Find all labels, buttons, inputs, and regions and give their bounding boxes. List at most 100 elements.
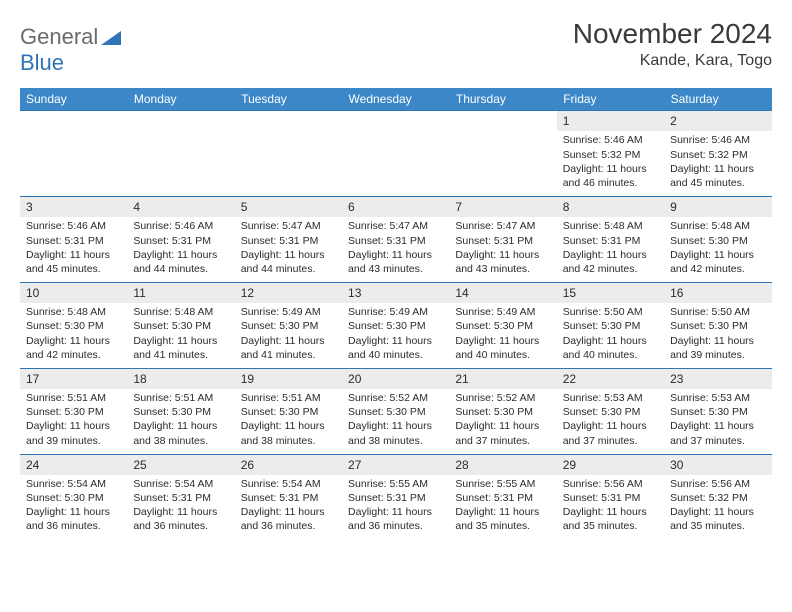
day-content-cell: Sunrise: 5:53 AMSunset: 5:30 PMDaylight:… bbox=[557, 389, 664, 454]
day-content-cell: Sunrise: 5:46 AMSunset: 5:32 PMDaylight:… bbox=[664, 131, 771, 196]
sunrise-text: Sunrise: 5:52 AM bbox=[455, 391, 550, 405]
day-content-cell: Sunrise: 5:48 AMSunset: 5:30 PMDaylight:… bbox=[664, 217, 771, 282]
day-number-cell: 14 bbox=[449, 283, 556, 304]
day-header: Sunday bbox=[20, 88, 127, 111]
day-content-cell: Sunrise: 5:51 AMSunset: 5:30 PMDaylight:… bbox=[127, 389, 234, 454]
daylight-text: Daylight: 11 hours and 40 minutes. bbox=[455, 334, 550, 362]
sunset-text: Sunset: 5:30 PM bbox=[26, 491, 121, 505]
week-content-row: Sunrise: 5:46 AMSunset: 5:32 PMDaylight:… bbox=[20, 131, 772, 196]
daylight-text: Daylight: 11 hours and 43 minutes. bbox=[455, 248, 550, 276]
week-content-row: Sunrise: 5:51 AMSunset: 5:30 PMDaylight:… bbox=[20, 389, 772, 454]
sunrise-text: Sunrise: 5:51 AM bbox=[26, 391, 121, 405]
sunset-text: Sunset: 5:30 PM bbox=[348, 319, 443, 333]
daylight-text: Daylight: 11 hours and 37 minutes. bbox=[670, 419, 765, 447]
sunrise-text: Sunrise: 5:49 AM bbox=[455, 305, 550, 319]
day-number-cell: 25 bbox=[127, 454, 234, 475]
day-content-cell bbox=[342, 131, 449, 196]
day-content-cell: Sunrise: 5:51 AMSunset: 5:30 PMDaylight:… bbox=[235, 389, 342, 454]
day-number-cell: 24 bbox=[20, 454, 127, 475]
day-content-cell bbox=[127, 131, 234, 196]
day-number-cell: 3 bbox=[20, 197, 127, 218]
day-number-cell: 22 bbox=[557, 368, 664, 389]
sunrise-text: Sunrise: 5:56 AM bbox=[670, 477, 765, 491]
day-header: Thursday bbox=[449, 88, 556, 111]
daylight-text: Daylight: 11 hours and 41 minutes. bbox=[241, 334, 336, 362]
day-content-cell: Sunrise: 5:51 AMSunset: 5:30 PMDaylight:… bbox=[20, 389, 127, 454]
logo-word1: General bbox=[20, 24, 98, 49]
sunrise-text: Sunrise: 5:49 AM bbox=[241, 305, 336, 319]
day-number-cell: 29 bbox=[557, 454, 664, 475]
daylight-text: Daylight: 11 hours and 37 minutes. bbox=[455, 419, 550, 447]
sunset-text: Sunset: 5:30 PM bbox=[26, 405, 121, 419]
day-number-cell: 6 bbox=[342, 197, 449, 218]
daylight-text: Daylight: 11 hours and 41 minutes. bbox=[133, 334, 228, 362]
day-number-cell: 17 bbox=[20, 368, 127, 389]
sunrise-text: Sunrise: 5:47 AM bbox=[455, 219, 550, 233]
sunrise-text: Sunrise: 5:51 AM bbox=[133, 391, 228, 405]
day-number-cell: 7 bbox=[449, 197, 556, 218]
sunset-text: Sunset: 5:30 PM bbox=[241, 319, 336, 333]
week-content-row: Sunrise: 5:48 AMSunset: 5:30 PMDaylight:… bbox=[20, 303, 772, 368]
daylight-text: Daylight: 11 hours and 38 minutes. bbox=[241, 419, 336, 447]
daylight-text: Daylight: 11 hours and 38 minutes. bbox=[348, 419, 443, 447]
day-content-cell: Sunrise: 5:48 AMSunset: 5:30 PMDaylight:… bbox=[20, 303, 127, 368]
day-content-cell: Sunrise: 5:49 AMSunset: 5:30 PMDaylight:… bbox=[342, 303, 449, 368]
day-number-cell: 11 bbox=[127, 283, 234, 304]
sunrise-text: Sunrise: 5:50 AM bbox=[563, 305, 658, 319]
daylight-text: Daylight: 11 hours and 46 minutes. bbox=[563, 162, 658, 190]
day-number-cell: 4 bbox=[127, 197, 234, 218]
day-header: Saturday bbox=[664, 88, 771, 111]
sunset-text: Sunset: 5:31 PM bbox=[26, 234, 121, 248]
day-number-cell: 1 bbox=[557, 111, 664, 132]
daylight-text: Daylight: 11 hours and 39 minutes. bbox=[26, 419, 121, 447]
day-content-cell: Sunrise: 5:46 AMSunset: 5:31 PMDaylight:… bbox=[127, 217, 234, 282]
daylight-text: Daylight: 11 hours and 42 minutes. bbox=[26, 334, 121, 362]
week-number-row: 3456789 bbox=[20, 197, 772, 218]
day-content-cell bbox=[449, 131, 556, 196]
sunset-text: Sunset: 5:30 PM bbox=[348, 405, 443, 419]
day-content-cell: Sunrise: 5:49 AMSunset: 5:30 PMDaylight:… bbox=[235, 303, 342, 368]
sunrise-text: Sunrise: 5:52 AM bbox=[348, 391, 443, 405]
day-content-cell: Sunrise: 5:47 AMSunset: 5:31 PMDaylight:… bbox=[235, 217, 342, 282]
day-number-cell: 10 bbox=[20, 283, 127, 304]
day-number-cell: 26 bbox=[235, 454, 342, 475]
sunrise-text: Sunrise: 5:51 AM bbox=[241, 391, 336, 405]
day-content-cell: Sunrise: 5:54 AMSunset: 5:30 PMDaylight:… bbox=[20, 475, 127, 540]
sunrise-text: Sunrise: 5:53 AM bbox=[670, 391, 765, 405]
day-number-cell: 20 bbox=[342, 368, 449, 389]
day-content-cell: Sunrise: 5:46 AMSunset: 5:31 PMDaylight:… bbox=[20, 217, 127, 282]
day-content-cell: Sunrise: 5:55 AMSunset: 5:31 PMDaylight:… bbox=[449, 475, 556, 540]
sunset-text: Sunset: 5:30 PM bbox=[455, 405, 550, 419]
sunset-text: Sunset: 5:30 PM bbox=[133, 319, 228, 333]
sunset-text: Sunset: 5:31 PM bbox=[563, 491, 658, 505]
daylight-text: Daylight: 11 hours and 44 minutes. bbox=[241, 248, 336, 276]
daylight-text: Daylight: 11 hours and 35 minutes. bbox=[455, 505, 550, 533]
daylight-text: Daylight: 11 hours and 38 minutes. bbox=[133, 419, 228, 447]
day-header: Tuesday bbox=[235, 88, 342, 111]
day-content-cell: Sunrise: 5:53 AMSunset: 5:30 PMDaylight:… bbox=[664, 389, 771, 454]
day-number-cell: 13 bbox=[342, 283, 449, 304]
sunrise-text: Sunrise: 5:46 AM bbox=[26, 219, 121, 233]
sunrise-text: Sunrise: 5:47 AM bbox=[241, 219, 336, 233]
daylight-text: Daylight: 11 hours and 40 minutes. bbox=[348, 334, 443, 362]
sunrise-text: Sunrise: 5:48 AM bbox=[26, 305, 121, 319]
daylight-text: Daylight: 11 hours and 35 minutes. bbox=[670, 505, 765, 533]
daylight-text: Daylight: 11 hours and 43 minutes. bbox=[348, 248, 443, 276]
day-number-cell: 12 bbox=[235, 283, 342, 304]
sunset-text: Sunset: 5:32 PM bbox=[670, 148, 765, 162]
day-content-cell: Sunrise: 5:48 AMSunset: 5:31 PMDaylight:… bbox=[557, 217, 664, 282]
sunrise-text: Sunrise: 5:50 AM bbox=[670, 305, 765, 319]
week-number-row: 24252627282930 bbox=[20, 454, 772, 475]
sunrise-text: Sunrise: 5:48 AM bbox=[670, 219, 765, 233]
sunset-text: Sunset: 5:31 PM bbox=[133, 234, 228, 248]
day-content-cell: Sunrise: 5:47 AMSunset: 5:31 PMDaylight:… bbox=[449, 217, 556, 282]
sunset-text: Sunset: 5:30 PM bbox=[670, 234, 765, 248]
day-number-cell: 23 bbox=[664, 368, 771, 389]
logo-triangle-icon bbox=[101, 29, 121, 50]
day-content-cell: Sunrise: 5:52 AMSunset: 5:30 PMDaylight:… bbox=[342, 389, 449, 454]
sunset-text: Sunset: 5:30 PM bbox=[455, 319, 550, 333]
sunrise-text: Sunrise: 5:47 AM bbox=[348, 219, 443, 233]
day-header: Monday bbox=[127, 88, 234, 111]
sunrise-text: Sunrise: 5:54 AM bbox=[241, 477, 336, 491]
day-content-cell: Sunrise: 5:49 AMSunset: 5:30 PMDaylight:… bbox=[449, 303, 556, 368]
